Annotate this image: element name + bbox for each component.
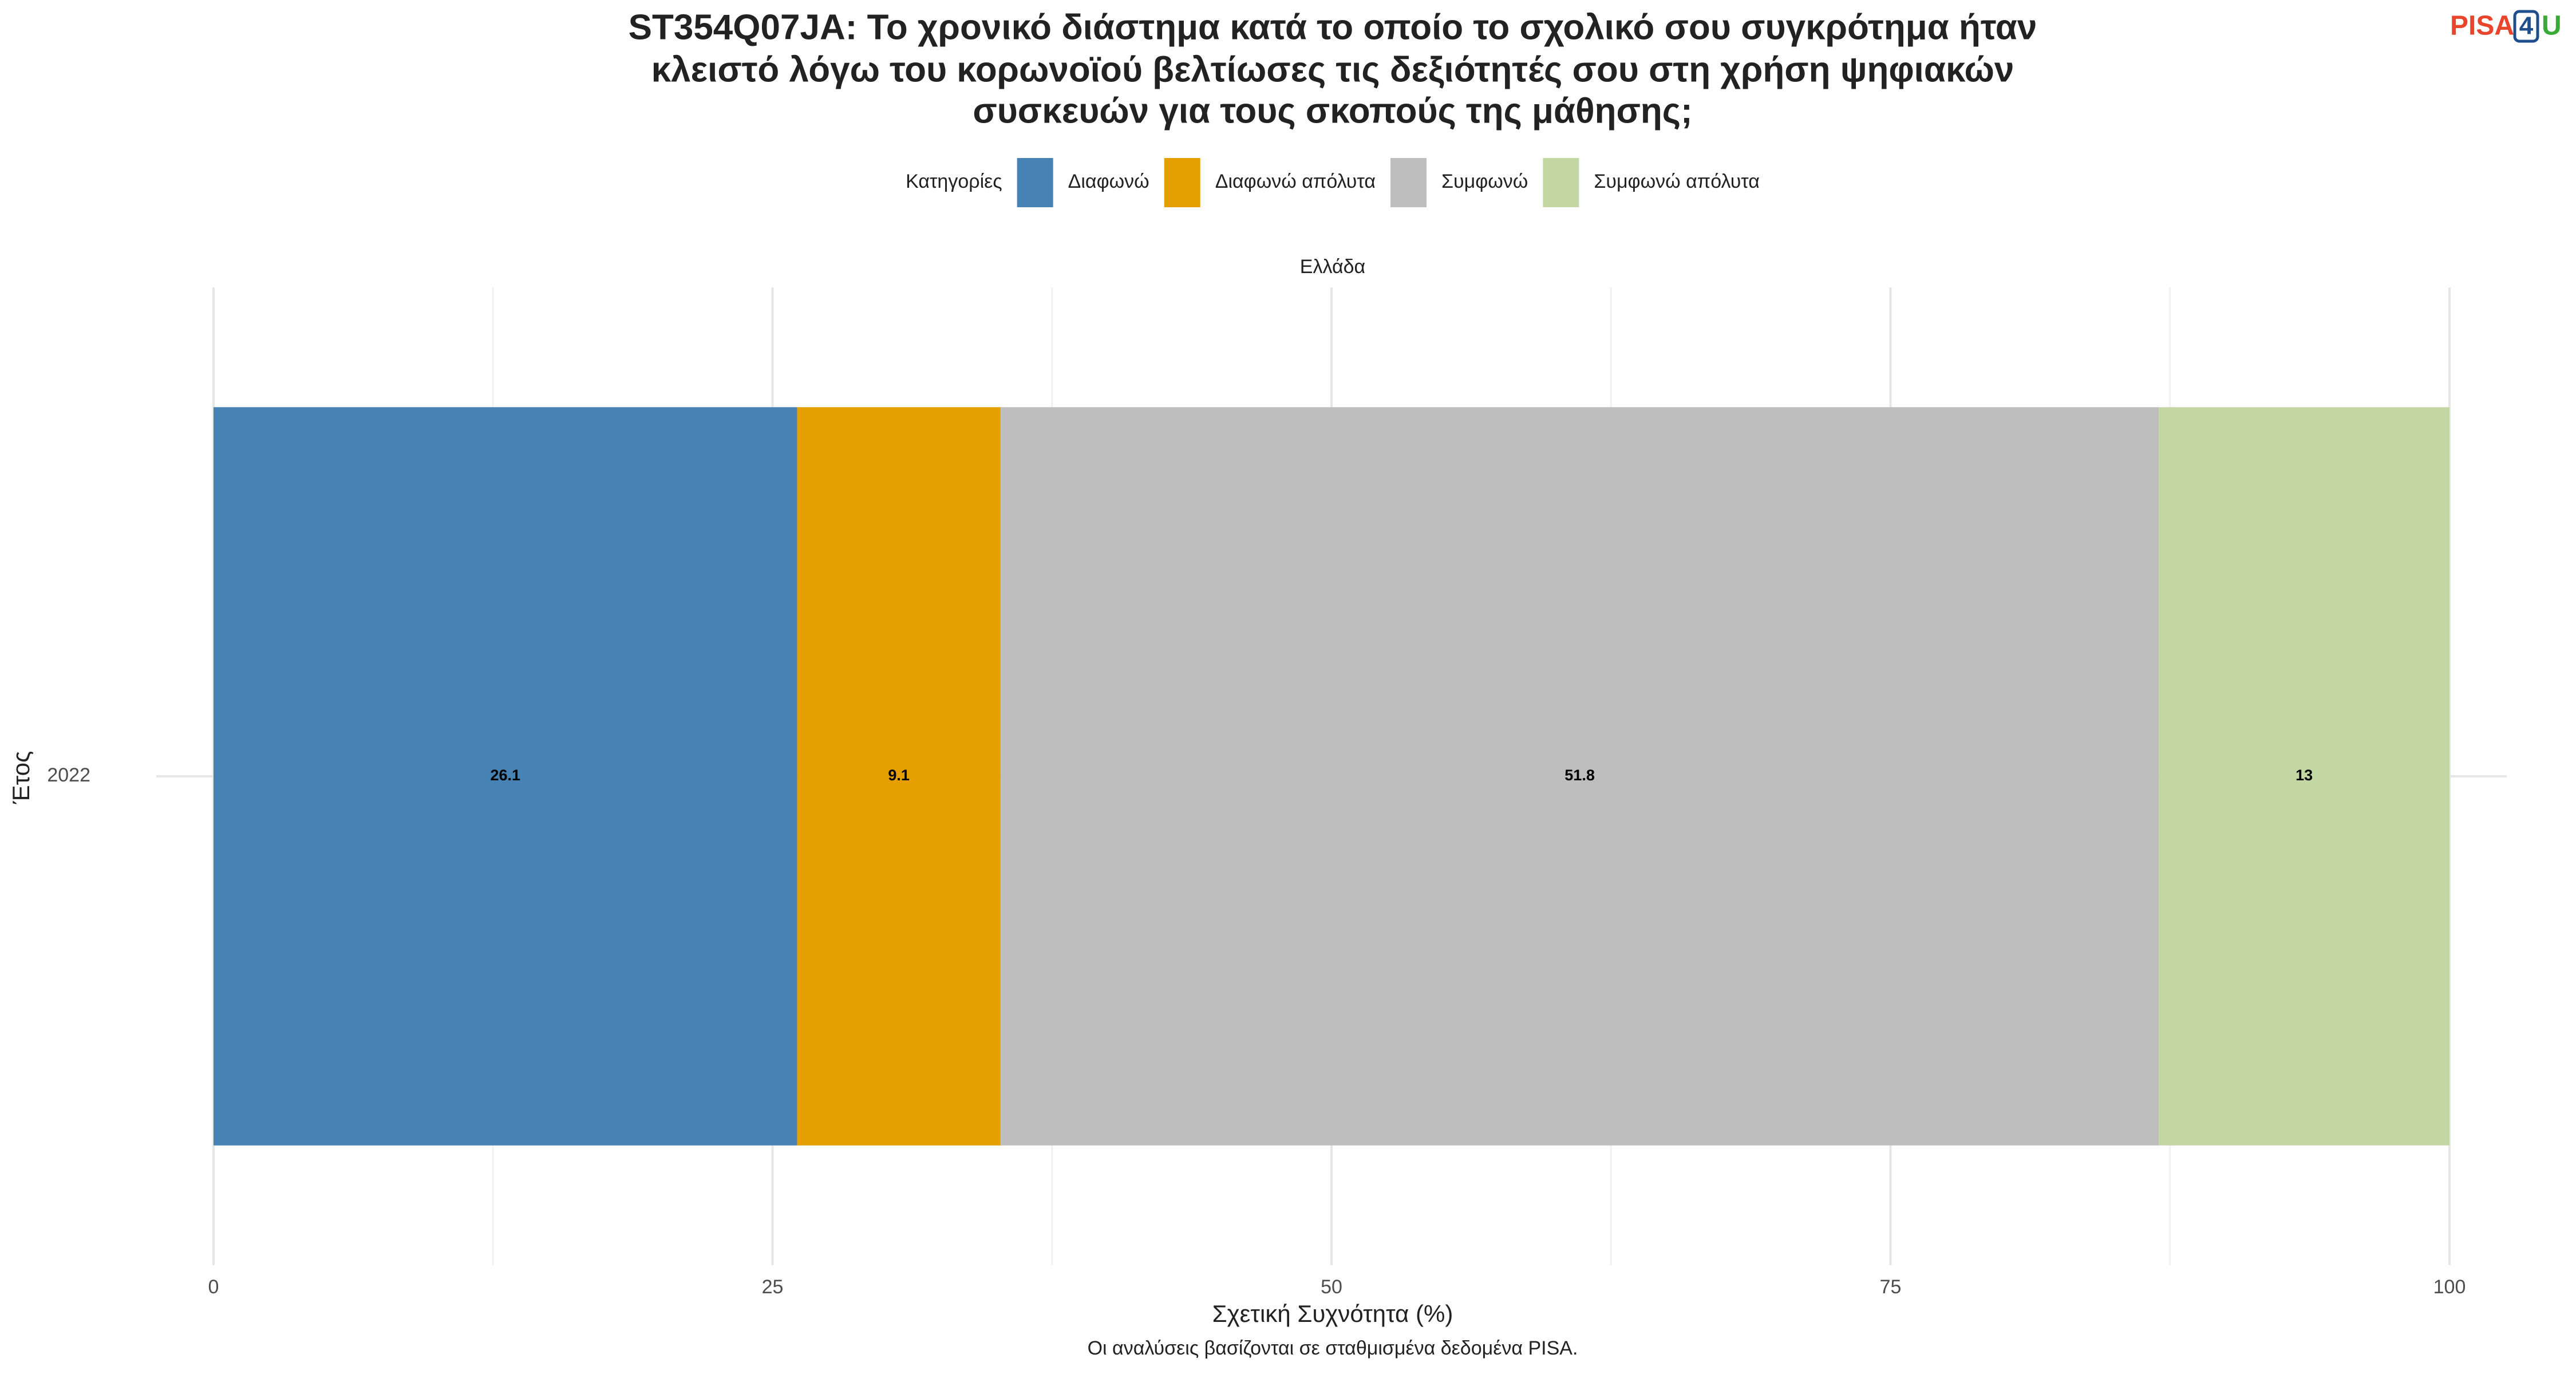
x-axis-title: Σχετική Συχνότητα (%)	[1212, 1300, 1453, 1327]
legend-label: Διαφωνώ απόλυτα	[1215, 171, 1376, 192]
legend-label: Διαφωνώ	[1068, 171, 1149, 192]
data-label: 51.8	[1564, 767, 1595, 784]
chart-title: συσκευών για τους σκοπούς της μάθησης;	[973, 91, 1692, 131]
chart-title: κλειστό λόγω του κορωνοϊού βελτίωσες τις…	[651, 50, 2014, 89]
logo-text: PISA	[2450, 11, 2514, 41]
x-tick-label: 25	[762, 1276, 784, 1298]
legend-swatch	[1017, 158, 1053, 207]
chart-title: ST354Q07JA: Το χρονικό διάστημα κατά το …	[629, 7, 2037, 47]
x-tick-label: 50	[1321, 1276, 1342, 1298]
data-label: 9.1	[888, 767, 910, 784]
x-tick-label: 100	[2433, 1276, 2466, 1298]
legend-swatch	[1164, 158, 1200, 207]
legend-swatch	[1543, 158, 1579, 207]
bar-segment	[797, 407, 1001, 1146]
facet-label: Ελλάδα	[1300, 256, 1365, 278]
caption: Οι αναλύσεις βασίζονται σε σταθμισμένα δ…	[1088, 1337, 1578, 1359]
bar-segment	[214, 407, 797, 1146]
legend-title: Κατηγορίες	[906, 171, 1002, 192]
x-tick-label: 75	[1880, 1276, 1902, 1298]
legend-label: Συμφωνώ	[1441, 171, 1528, 192]
legend-label: Συμφωνώ απόλυτα	[1594, 171, 1760, 192]
y-tick-label: 2022	[47, 764, 90, 786]
logo: PISA 4 U	[2450, 10, 2562, 43]
y-axis-title: Έτος	[7, 751, 34, 805]
x-tick-label: 0	[208, 1276, 219, 1298]
legend-swatch	[1390, 158, 1427, 207]
data-label: 26.1	[490, 767, 520, 784]
logo-text: 4	[2519, 12, 2534, 40]
bar-segment	[1000, 407, 2159, 1146]
logo-text: U	[2542, 11, 2562, 41]
bar-segment	[2159, 407, 2449, 1146]
logo-box	[2513, 10, 2539, 43]
data-label: 13	[2296, 767, 2313, 784]
